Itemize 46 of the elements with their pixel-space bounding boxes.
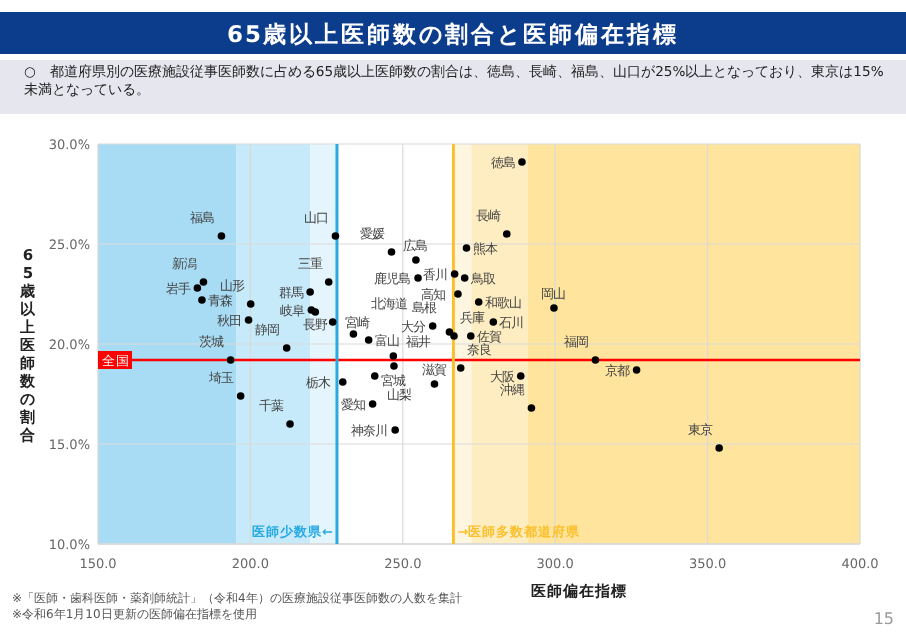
point bbox=[324, 278, 333, 286]
point bbox=[527, 404, 536, 412]
point bbox=[632, 366, 641, 374]
point bbox=[412, 256, 420, 264]
point bbox=[199, 278, 208, 286]
point bbox=[454, 290, 462, 298]
point bbox=[198, 296, 206, 304]
point bbox=[466, 332, 475, 340]
point bbox=[244, 316, 253, 324]
point bbox=[338, 378, 347, 386]
point bbox=[349, 330, 358, 338]
point bbox=[516, 372, 525, 380]
point bbox=[489, 318, 498, 326]
point bbox=[518, 158, 526, 166]
point bbox=[450, 270, 459, 278]
text: 15 bbox=[873, 610, 894, 628]
point bbox=[331, 232, 340, 240]
point bbox=[246, 300, 255, 308]
point bbox=[368, 400, 377, 408]
point bbox=[474, 298, 483, 306]
point bbox=[414, 274, 422, 282]
point bbox=[370, 372, 379, 380]
point bbox=[390, 362, 398, 370]
point bbox=[226, 356, 235, 364]
point bbox=[450, 332, 458, 340]
point bbox=[328, 318, 337, 326]
chart-title: 65歳以上医師数の割合と医師偏在指標 bbox=[226, 20, 680, 48]
point bbox=[430, 380, 439, 388]
point bbox=[456, 364, 465, 372]
point bbox=[193, 284, 202, 292]
point bbox=[389, 352, 398, 360]
point bbox=[591, 356, 600, 364]
point bbox=[236, 392, 245, 400]
point bbox=[217, 232, 226, 240]
point bbox=[460, 274, 469, 282]
point bbox=[282, 344, 291, 352]
point bbox=[462, 244, 471, 252]
point bbox=[715, 444, 723, 452]
point bbox=[286, 420, 294, 428]
point bbox=[502, 230, 511, 238]
point bbox=[428, 322, 437, 330]
point bbox=[364, 336, 373, 344]
point bbox=[387, 248, 396, 256]
point bbox=[550, 304, 558, 312]
point bbox=[306, 288, 314, 296]
point bbox=[391, 426, 399, 434]
